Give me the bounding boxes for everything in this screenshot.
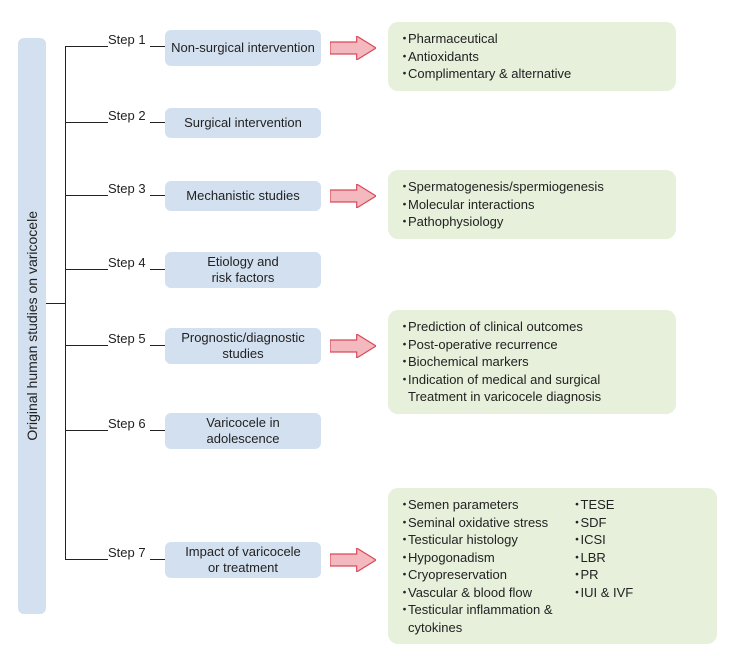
step-box-6: Varicocele inadolescence: [165, 413, 321, 449]
step-box-5: Prognostic/diagnosticstudies: [165, 328, 321, 364]
detail-box-5: ・Prediction of clinical outcomes・Post-op…: [388, 310, 676, 414]
detail-box-7: ・Semen parameters・Seminal oxidative stre…: [388, 488, 717, 644]
step-label-5: Step 5: [108, 331, 146, 346]
step-box-4: Etiology andrisk factors: [165, 252, 321, 288]
step-label-4: Step 4: [108, 255, 146, 270]
step-label-2: Step 2: [108, 108, 146, 123]
arrow-step-5: [330, 334, 376, 358]
step-label-7: Step 7: [108, 545, 146, 560]
detail-box-3: ・Spermatogenesis/spermiogenesis・Molecula…: [388, 170, 676, 239]
detail-box-1: ・Pharmaceutical・Antioxidants・Complimenta…: [388, 22, 676, 91]
arrow-step-3: [330, 184, 376, 208]
arrow-step-1: [330, 36, 376, 60]
arrow-step-7: [330, 548, 376, 572]
step-box-1: Non-surgical intervention: [165, 30, 321, 66]
step-label-3: Step 3: [108, 181, 146, 196]
root-bar: Original human studies on varicocele: [18, 38, 46, 614]
root-label: Original human studies on varicocele: [24, 211, 40, 441]
step-label-1: Step 1: [108, 32, 146, 47]
step-box-3: Mechanistic studies: [165, 181, 321, 211]
step-box-7: Impact of varicoceleor treatment: [165, 542, 321, 578]
step-label-6: Step 6: [108, 416, 146, 431]
step-box-2: Surgical intervention: [165, 108, 321, 138]
